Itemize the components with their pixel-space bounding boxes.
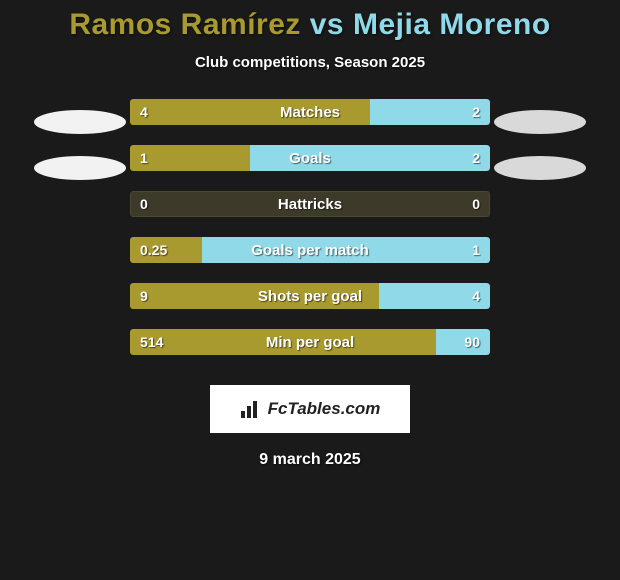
left-avatar-column	[30, 99, 130, 191]
stat-row: 42Matches	[130, 99, 490, 125]
avatar-placeholder	[34, 156, 126, 180]
title-player1: Ramos Ramírez	[69, 8, 301, 41]
right-avatar-column	[490, 99, 590, 191]
stat-label: Min per goal	[130, 329, 490, 355]
stat-row: 12Goals	[130, 145, 490, 171]
stat-row: 0.251Goals per match	[130, 237, 490, 263]
stat-label: Goals per match	[130, 237, 490, 263]
avatar-placeholder	[34, 110, 126, 134]
stat-label: Goals	[130, 145, 490, 171]
stat-row: 00Hattricks	[130, 191, 490, 217]
subtitle: Club competitions, Season 2025	[0, 54, 620, 71]
stats-bars: 42Matches 12Goals 00Hattricks 0.251Goals pe…	[130, 99, 490, 375]
stat-row: 51490Min per goal	[130, 329, 490, 355]
title-player2: Mejia Moreno	[353, 8, 551, 41]
fctables-logo: FcTables.com	[210, 385, 410, 433]
avatar-placeholder	[494, 110, 586, 134]
stat-label: Shots per goal	[130, 283, 490, 309]
date-text: 9 march 2025	[0, 451, 620, 469]
page-title: Ramos Ramírez vs Mejia Moreno	[0, 8, 620, 42]
stat-row: 94Shots per goal	[130, 283, 490, 309]
title-vs: vs	[310, 8, 344, 41]
logo-text: FcTables.com	[268, 399, 381, 419]
stat-label: Matches	[130, 99, 490, 125]
avatar-placeholder	[494, 156, 586, 180]
stat-label: Hattricks	[130, 191, 490, 217]
bars-icon	[240, 399, 262, 419]
